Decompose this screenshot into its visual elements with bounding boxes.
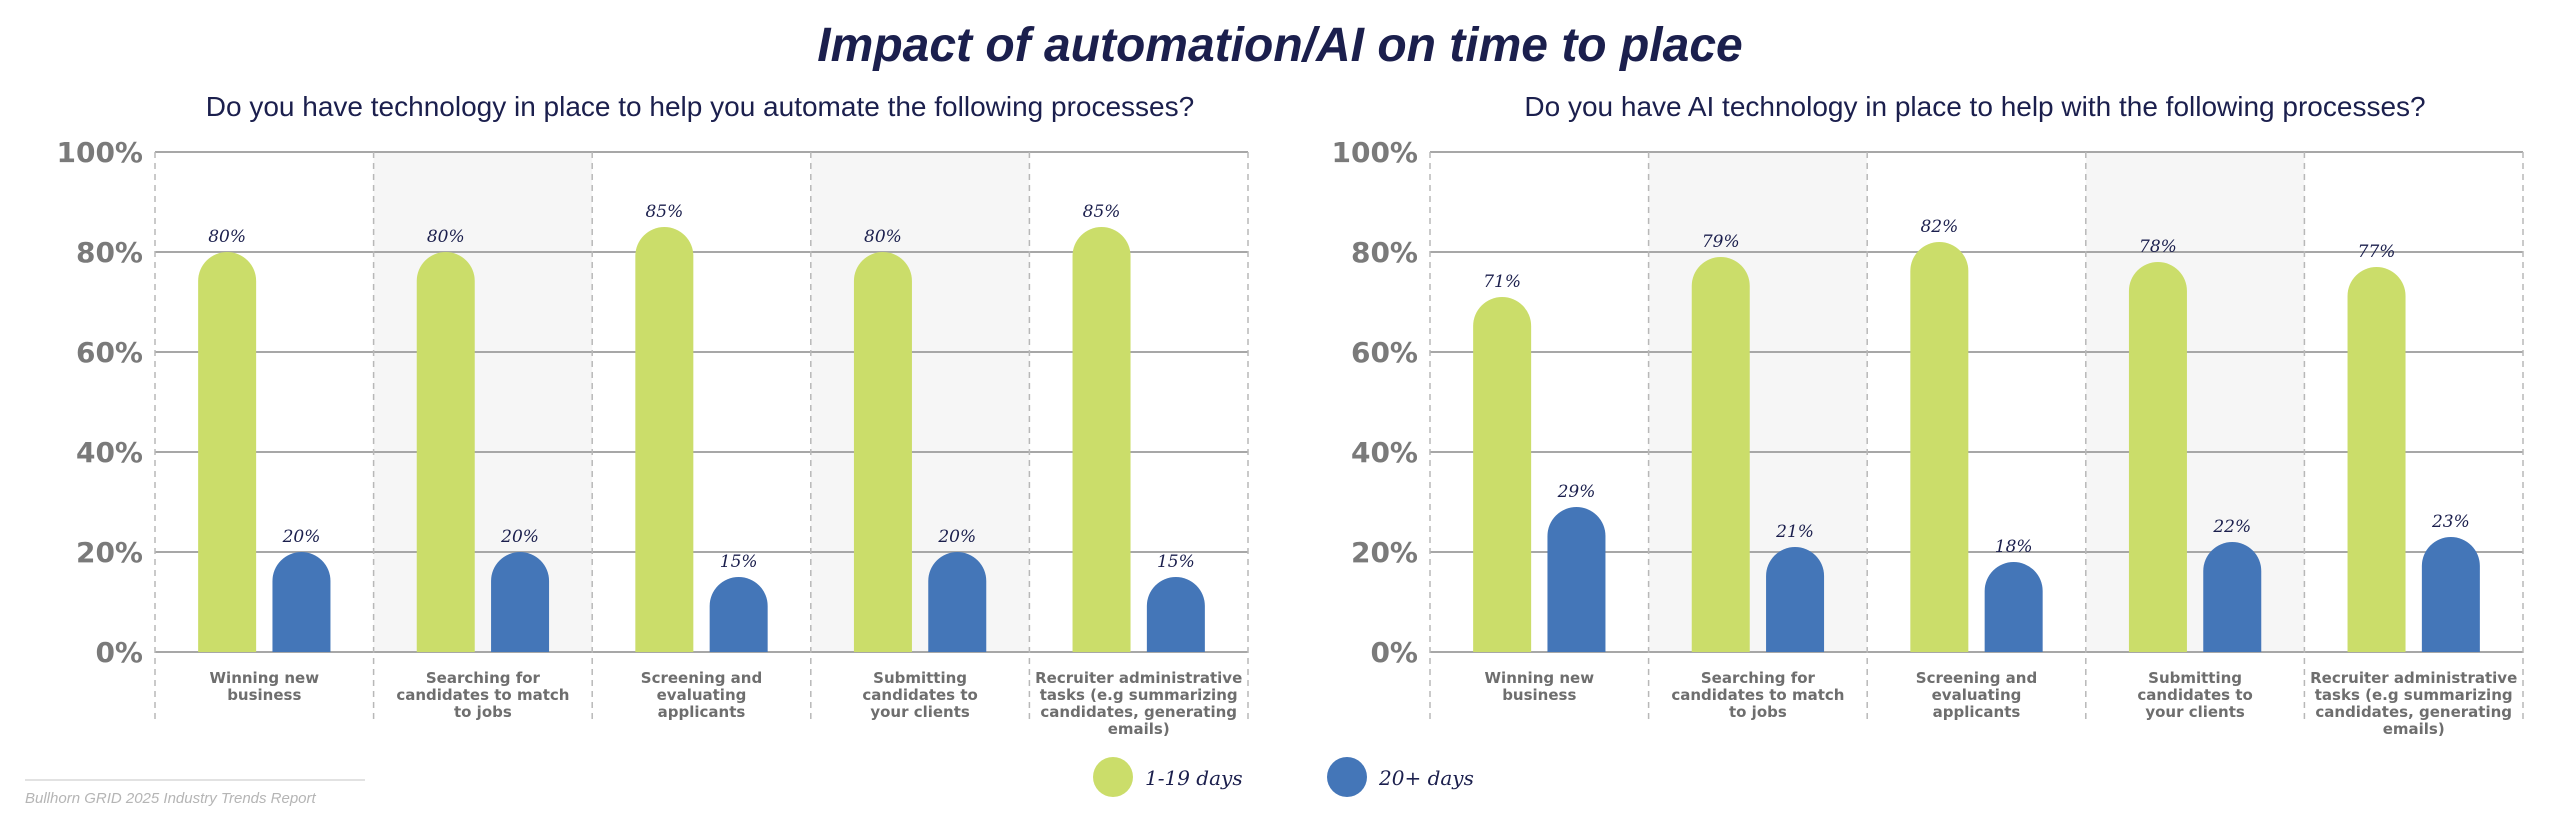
data-label: 23% — [2431, 512, 2470, 532]
bar-series1 — [1691, 257, 1750, 652]
category-label: Screening and evaluating applicants — [1916, 669, 2037, 721]
data-label: 82% — [1920, 217, 1958, 237]
chart-panel-2: 0% 20% 40% 60% 80% 100% 71% 29% Winning new busin… — [1331, 91, 2524, 738]
category-shade — [810, 152, 1030, 652]
bar-series2 — [1146, 577, 1205, 652]
data-label: 20% — [500, 527, 539, 547]
data-label: 20% — [937, 527, 976, 547]
bar-series2 — [1984, 562, 2043, 652]
y-tick-label: 80% — [76, 236, 143, 269]
category-shade — [373, 152, 593, 652]
chart-subtitle: Do you have technology in place to help … — [206, 91, 1194, 122]
data-label: 79% — [1702, 232, 1740, 252]
y-tick-label: 40% — [76, 436, 143, 469]
category-label: Searching for candidates to match to jobs — [396, 669, 569, 721]
page-title: Impact of automation/AI on time to place — [817, 19, 1743, 72]
legend-swatch — [1327, 757, 1367, 797]
bar-series1 — [1910, 242, 1969, 652]
category-label: Winning new business — [1485, 669, 1595, 704]
data-label: 21% — [1775, 522, 1814, 542]
data-label: 77% — [2358, 242, 2396, 262]
data-label: 80% — [427, 227, 465, 247]
y-tick-label: 0% — [95, 636, 143, 669]
data-label: 71% — [1483, 272, 1521, 292]
y-tick-label: 40% — [1351, 436, 1418, 469]
y-tick-label: 100% — [1331, 136, 1418, 169]
data-label: 85% — [645, 202, 683, 222]
category-label: Recruiter administrative tasks (e.g summa… — [2310, 669, 2517, 738]
y-tick-label: 0% — [1370, 636, 1418, 669]
legend-label: 1-19 days — [1145, 766, 1243, 790]
category-label: Submitting candidates to your clients — [2137, 669, 2252, 721]
bar-series2 — [491, 552, 550, 652]
bar-series1 — [2347, 267, 2406, 652]
data-label: 85% — [1083, 202, 1121, 222]
bar-series2 — [2421, 537, 2480, 652]
bar-series1 — [198, 252, 257, 652]
y-tick-label: 60% — [1351, 336, 1418, 369]
y-tick-label: 80% — [1351, 236, 1418, 269]
category-shade — [2085, 152, 2305, 652]
bar-series2 — [1766, 547, 1825, 652]
data-label: 20% — [282, 527, 321, 547]
category-label: Winning new business — [210, 669, 320, 704]
bar-series1 — [416, 252, 475, 652]
data-label: 29% — [1557, 482, 1596, 502]
legend-swatch — [1093, 757, 1133, 797]
source-note: Bullhorn GRID 2025 Industry Trends Repor… — [25, 790, 317, 807]
bar-series1 — [853, 252, 912, 652]
bar-series2 — [709, 577, 768, 652]
data-label: 80% — [208, 227, 246, 247]
data-label: 80% — [864, 227, 902, 247]
chart-subtitle: Do you have AI technology in place to he… — [1524, 91, 2425, 122]
category-label: Submitting candidates to your clients — [862, 669, 977, 721]
category-label: Searching for candidates to match to jobs — [1671, 669, 1844, 721]
category-shade — [1648, 152, 1868, 652]
legend: 1-19 days 20+ days — [1093, 757, 1474, 797]
category-label: Screening and evaluating applicants — [641, 669, 762, 721]
bar-series2 — [2203, 542, 2262, 652]
bar-series2 — [272, 552, 331, 652]
chart-panel-1: 0% 20% 40% 60% 80% 100% 80% 20% Winning new busin… — [56, 91, 1249, 738]
y-tick-label: 20% — [1351, 536, 1418, 569]
bar-series2 — [1547, 507, 1606, 652]
category-label: Recruiter administrative tasks (e.g summa… — [1035, 669, 1242, 738]
bar-series2 — [928, 552, 987, 652]
bar-series1 — [1473, 297, 1532, 652]
data-label: 15% — [720, 552, 758, 572]
data-label: 78% — [2139, 237, 2177, 257]
legend-label: 20+ days — [1378, 766, 1474, 790]
data-label: 18% — [1995, 537, 2033, 557]
bar-series1 — [635, 227, 694, 652]
y-tick-label: 60% — [76, 336, 143, 369]
y-tick-label: 20% — [76, 536, 143, 569]
data-label: 22% — [2212, 517, 2251, 537]
data-label: 15% — [1157, 552, 1195, 572]
y-tick-label: 100% — [56, 136, 143, 169]
bar-series1 — [2128, 262, 2187, 652]
bar-series1 — [1072, 227, 1131, 652]
